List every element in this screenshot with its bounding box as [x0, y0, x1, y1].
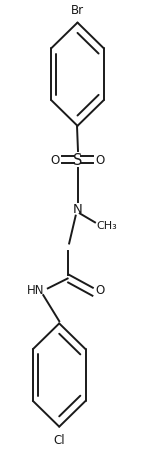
Text: O: O	[95, 283, 105, 297]
Text: N: N	[73, 203, 82, 216]
Text: HN: HN	[27, 283, 44, 297]
Text: Cl: Cl	[53, 434, 65, 446]
Text: Br: Br	[71, 4, 84, 17]
Text: O: O	[95, 154, 104, 167]
Text: CH₃: CH₃	[97, 220, 117, 230]
Text: O: O	[51, 154, 60, 167]
Text: S: S	[73, 153, 82, 167]
